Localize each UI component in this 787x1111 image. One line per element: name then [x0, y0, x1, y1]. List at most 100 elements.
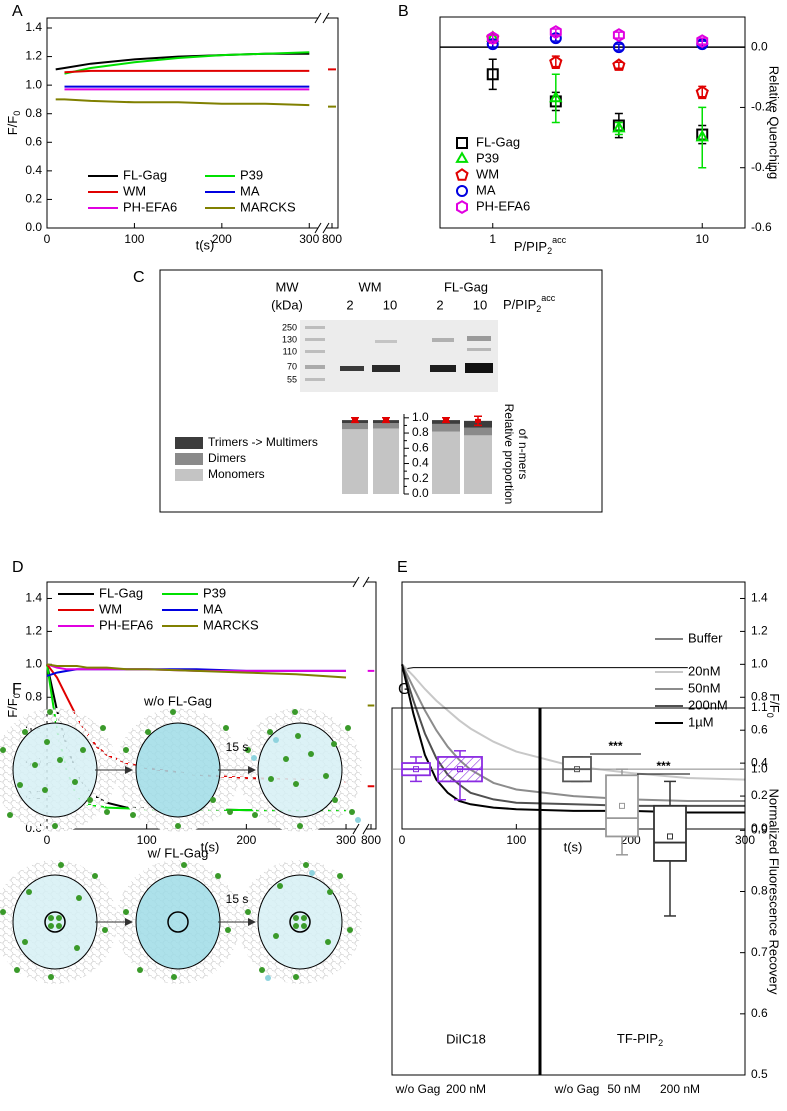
lipid-dot	[56, 915, 62, 921]
error-center	[443, 418, 449, 423]
lipid-dot	[292, 709, 298, 715]
lipid-dot	[347, 927, 353, 933]
y-axis-label-sub: 0	[12, 693, 22, 698]
lipid-dot	[76, 895, 82, 901]
y-tick-label: 0.0	[751, 39, 768, 53]
legend-marker	[456, 137, 468, 149]
legend-label: 200nM	[688, 697, 728, 712]
legend-marker	[455, 168, 469, 181]
lipid-dot	[171, 974, 177, 980]
lipid-dot	[293, 915, 299, 921]
legend-swatch	[175, 437, 203, 449]
lipid-dot	[225, 927, 231, 933]
lipid-dot	[297, 823, 303, 829]
y-tick-label: 1.2	[751, 624, 768, 638]
lipid-dot	[293, 923, 299, 929]
lipid-dot	[227, 809, 233, 815]
lipid-dot	[123, 909, 129, 915]
legend-label: MARCKS	[240, 199, 296, 214]
gel-ratio-label: P/PIP2acc	[503, 293, 556, 314]
gel-mw-label: (kDa)	[271, 297, 303, 312]
gel-band	[467, 348, 491, 351]
error-center	[352, 418, 358, 423]
marker	[486, 31, 499, 45]
y-tick-label: 1.0	[751, 761, 768, 775]
axis-break-mark	[362, 576, 370, 588]
y-tick-label: 0.6	[412, 440, 429, 454]
legend-label: MA	[476, 182, 496, 197]
gel-marker-label: 250	[282, 322, 297, 332]
x-axis-label-main: P/PIP	[514, 239, 547, 254]
bar-segment	[432, 431, 460, 494]
mean-marker	[413, 766, 419, 773]
y-tick-label: 0.0	[25, 220, 42, 234]
gel-ratio-label-sup: acc	[541, 293, 556, 303]
x-tick-label: 0	[399, 833, 406, 847]
y-tick-label: 0.8	[25, 689, 42, 703]
gag-region	[44, 911, 66, 933]
lipid-dot	[52, 823, 58, 829]
y-tick-label: 0.8	[751, 884, 768, 898]
gel-lane-label: 2	[346, 297, 353, 312]
lipid-dot	[259, 967, 265, 973]
lipid-dot	[22, 939, 28, 945]
axis-break-mark	[314, 222, 322, 234]
lipid-dot	[331, 741, 337, 747]
lipid-dot	[181, 862, 187, 868]
lipid-dot	[145, 729, 151, 735]
y-tick-label: 1.1	[751, 700, 768, 714]
legend-label: 20nM	[688, 663, 721, 678]
bar-segment	[464, 427, 492, 436]
lipid-dot	[72, 779, 78, 785]
axis-break-mark	[362, 823, 370, 835]
marker	[612, 120, 626, 133]
gel-band	[375, 340, 397, 343]
panel-label: C	[133, 269, 145, 286]
lipid-dot	[308, 751, 314, 757]
bleached-dot	[251, 755, 257, 761]
data-line	[64, 51, 310, 75]
lipid-dot	[74, 945, 80, 951]
row-label: w/ FL-Gag	[147, 845, 209, 860]
legend-label: P39	[203, 585, 226, 600]
lipid-dot	[252, 812, 258, 818]
error-bar	[614, 31, 623, 39]
legend-marker	[456, 200, 468, 214]
lipid-dot	[327, 889, 333, 895]
gag-region	[289, 911, 311, 933]
x-tick-label: 300	[336, 833, 356, 847]
plot-frame	[46, 17, 339, 229]
bleach-region	[135, 874, 221, 970]
lipid-dot	[100, 725, 106, 731]
lipid-dot	[349, 809, 355, 815]
y-axis-label-main: F/F	[767, 693, 782, 713]
axis-break-gap	[356, 579, 366, 585]
error-bar	[551, 28, 560, 36]
y-tick-label: -0.2	[751, 100, 772, 114]
group-label-main: TF-PIP	[617, 1031, 658, 1046]
error-bar	[698, 37, 707, 45]
y-tick-label: 1.4	[25, 591, 42, 605]
x-tick-label: 1	[489, 232, 496, 246]
row-label: w/o FL-Gag	[143, 693, 212, 708]
y-tick-label: 1.4	[25, 20, 42, 34]
panel-label: A	[12, 3, 23, 20]
lipid-dot	[303, 862, 309, 868]
y-axis-label-main: F/F	[5, 698, 20, 718]
panel-label: B	[398, 3, 409, 20]
x-axis-label-sup: acc	[552, 235, 567, 245]
error-center	[475, 418, 481, 423]
ladder-band	[305, 378, 325, 381]
legend-label: 1µM	[688, 714, 714, 729]
bleached-dot	[265, 975, 271, 981]
group-label-sub: 2	[658, 1038, 663, 1048]
mean-marker	[619, 802, 625, 809]
y-tick-label: 1.0	[751, 657, 768, 671]
bar-segment	[373, 423, 399, 429]
y-tick-label: 0.6	[751, 722, 768, 736]
lipid-dot	[56, 923, 62, 929]
y-tick-label: 0.9	[751, 823, 768, 837]
x-tick-label: 0	[44, 232, 51, 246]
panel-label: D	[12, 559, 24, 576]
